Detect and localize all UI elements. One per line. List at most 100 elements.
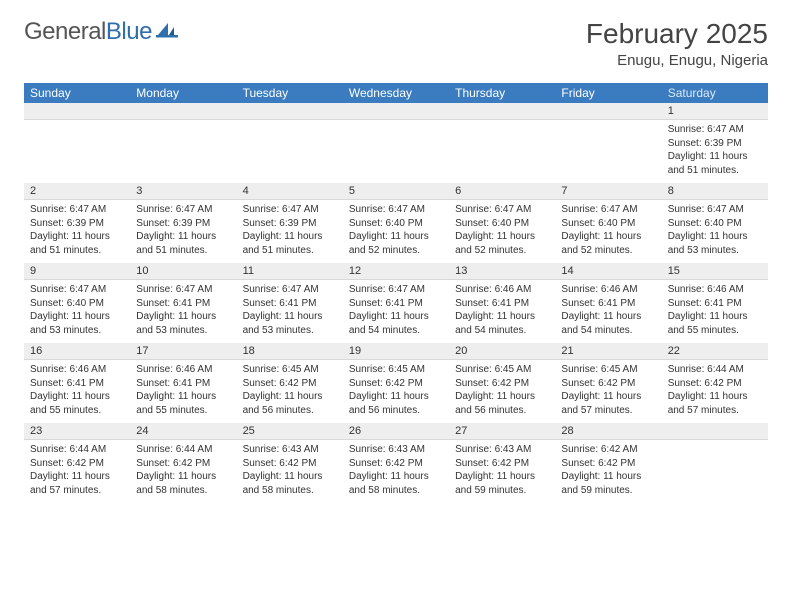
sunset-text: Sunset: 6:40 PM <box>349 217 443 231</box>
daylight-text: Daylight: 11 hours and 59 minutes. <box>455 470 549 497</box>
day-number-cell: 22 <box>662 343 768 360</box>
day-cell: Sunrise: 6:46 AMSunset: 6:41 PMDaylight:… <box>555 280 661 344</box>
daylight-text: Daylight: 11 hours and 58 minutes. <box>243 470 337 497</box>
week-row: Sunrise: 6:47 AMSunset: 6:39 PMDaylight:… <box>24 200 768 264</box>
sunset-text: Sunset: 6:40 PM <box>561 217 655 231</box>
day-cell <box>662 440 768 504</box>
sunrise-text: Sunrise: 6:42 AM <box>561 443 655 457</box>
dayhead-wednesday: Wednesday <box>343 83 449 103</box>
dayhead-tuesday: Tuesday <box>237 83 343 103</box>
sunset-text: Sunset: 6:42 PM <box>561 377 655 391</box>
day-cell: Sunrise: 6:47 AMSunset: 6:40 PMDaylight:… <box>662 200 768 264</box>
day-number-cell: 9 <box>24 263 130 280</box>
day-cell: Sunrise: 6:44 AMSunset: 6:42 PMDaylight:… <box>130 440 236 504</box>
logo-text-general: General <box>24 18 106 45</box>
sunrise-text: Sunrise: 6:47 AM <box>136 203 230 217</box>
week-row: Sunrise: 6:44 AMSunset: 6:42 PMDaylight:… <box>24 440 768 504</box>
sunset-text: Sunset: 6:42 PM <box>243 377 337 391</box>
daylight-text: Daylight: 11 hours and 58 minutes. <box>349 470 443 497</box>
day-number-cell <box>343 103 449 120</box>
day-number-cell: 1 <box>662 103 768 120</box>
sunrise-text: Sunrise: 6:43 AM <box>243 443 337 457</box>
day-cell: Sunrise: 6:42 AMSunset: 6:42 PMDaylight:… <box>555 440 661 504</box>
sunset-text: Sunset: 6:42 PM <box>349 377 443 391</box>
day-number-row: 1 <box>24 103 768 120</box>
sunrise-text: Sunrise: 6:47 AM <box>668 123 762 137</box>
day-number-cell: 15 <box>662 263 768 280</box>
day-number-cell: 28 <box>555 423 661 440</box>
day-cell: Sunrise: 6:43 AMSunset: 6:42 PMDaylight:… <box>449 440 555 504</box>
day-cell: Sunrise: 6:47 AMSunset: 6:39 PMDaylight:… <box>24 200 130 264</box>
day-number-cell: 17 <box>130 343 236 360</box>
sunset-text: Sunset: 6:39 PM <box>668 137 762 151</box>
day-cell: Sunrise: 6:47 AMSunset: 6:40 PMDaylight:… <box>555 200 661 264</box>
daylight-text: Daylight: 11 hours and 57 minutes. <box>561 390 655 417</box>
daylight-text: Daylight: 11 hours and 52 minutes. <box>561 230 655 257</box>
sunset-text: Sunset: 6:42 PM <box>349 457 443 471</box>
sunset-text: Sunset: 6:42 PM <box>136 457 230 471</box>
day-cell: Sunrise: 6:46 AMSunset: 6:41 PMDaylight:… <box>449 280 555 344</box>
dayhead-thursday: Thursday <box>449 83 555 103</box>
day-number-cell: 2 <box>24 183 130 200</box>
day-number-cell: 6 <box>449 183 555 200</box>
day-number-cell <box>449 103 555 120</box>
dayhead-friday: Friday <box>555 83 661 103</box>
daylight-text: Daylight: 11 hours and 56 minutes. <box>349 390 443 417</box>
day-cell: Sunrise: 6:47 AMSunset: 6:41 PMDaylight:… <box>130 280 236 344</box>
sunrise-text: Sunrise: 6:44 AM <box>136 443 230 457</box>
day-cell: Sunrise: 6:43 AMSunset: 6:42 PMDaylight:… <box>343 440 449 504</box>
logo-sail-icon <box>156 21 178 44</box>
sunset-text: Sunset: 6:42 PM <box>455 377 549 391</box>
day-number-cell: 16 <box>24 343 130 360</box>
daylight-text: Daylight: 11 hours and 52 minutes. <box>349 230 443 257</box>
daylight-text: Daylight: 11 hours and 55 minutes. <box>136 390 230 417</box>
day-number-cell <box>555 103 661 120</box>
daylight-text: Daylight: 11 hours and 53 minutes. <box>136 310 230 337</box>
sunset-text: Sunset: 6:40 PM <box>455 217 549 231</box>
day-cell: Sunrise: 6:47 AMSunset: 6:40 PMDaylight:… <box>449 200 555 264</box>
day-number-cell: 5 <box>343 183 449 200</box>
day-cell: Sunrise: 6:45 AMSunset: 6:42 PMDaylight:… <box>343 360 449 424</box>
day-header-row: Sunday Monday Tuesday Wednesday Thursday… <box>24 83 768 103</box>
sunrise-text: Sunrise: 6:45 AM <box>349 363 443 377</box>
day-number-cell: 23 <box>24 423 130 440</box>
day-number-row: 9101112131415 <box>24 263 768 280</box>
daylight-text: Daylight: 11 hours and 53 minutes. <box>668 230 762 257</box>
day-cell: Sunrise: 6:47 AMSunset: 6:39 PMDaylight:… <box>237 200 343 264</box>
day-cell: Sunrise: 6:47 AMSunset: 6:41 PMDaylight:… <box>237 280 343 344</box>
sunset-text: Sunset: 6:41 PM <box>30 377 124 391</box>
sunrise-text: Sunrise: 6:47 AM <box>561 203 655 217</box>
sunset-text: Sunset: 6:42 PM <box>561 457 655 471</box>
day-cell: Sunrise: 6:45 AMSunset: 6:42 PMDaylight:… <box>555 360 661 424</box>
sunset-text: Sunset: 6:40 PM <box>668 217 762 231</box>
dayhead-monday: Monday <box>130 83 236 103</box>
dayhead-sunday: Sunday <box>24 83 130 103</box>
daylight-text: Daylight: 11 hours and 55 minutes. <box>668 310 762 337</box>
day-cell: Sunrise: 6:46 AMSunset: 6:41 PMDaylight:… <box>662 280 768 344</box>
sunrise-text: Sunrise: 6:47 AM <box>30 283 124 297</box>
daylight-text: Daylight: 11 hours and 56 minutes. <box>243 390 337 417</box>
sunset-text: Sunset: 6:39 PM <box>30 217 124 231</box>
sunset-text: Sunset: 6:41 PM <box>136 297 230 311</box>
week-row: Sunrise: 6:47 AMSunset: 6:39 PMDaylight:… <box>24 120 768 184</box>
day-number-cell: 21 <box>555 343 661 360</box>
sunrise-text: Sunrise: 6:47 AM <box>30 203 124 217</box>
day-number-cell <box>24 103 130 120</box>
sunrise-text: Sunrise: 6:46 AM <box>668 283 762 297</box>
day-number-cell: 11 <box>237 263 343 280</box>
sunrise-text: Sunrise: 6:43 AM <box>349 443 443 457</box>
sunrise-text: Sunrise: 6:47 AM <box>349 283 443 297</box>
sunrise-text: Sunrise: 6:47 AM <box>243 203 337 217</box>
sunset-text: Sunset: 6:41 PM <box>455 297 549 311</box>
daylight-text: Daylight: 11 hours and 51 minutes. <box>136 230 230 257</box>
sunrise-text: Sunrise: 6:45 AM <box>561 363 655 377</box>
logo: GeneralBlue <box>24 18 178 46</box>
day-cell <box>24 120 130 184</box>
day-number-cell: 24 <box>130 423 236 440</box>
day-cell <box>555 120 661 184</box>
day-cell: Sunrise: 6:47 AMSunset: 6:39 PMDaylight:… <box>662 120 768 184</box>
sunset-text: Sunset: 6:42 PM <box>455 457 549 471</box>
day-cell <box>130 120 236 184</box>
sunset-text: Sunset: 6:42 PM <box>668 377 762 391</box>
day-number-cell: 13 <box>449 263 555 280</box>
